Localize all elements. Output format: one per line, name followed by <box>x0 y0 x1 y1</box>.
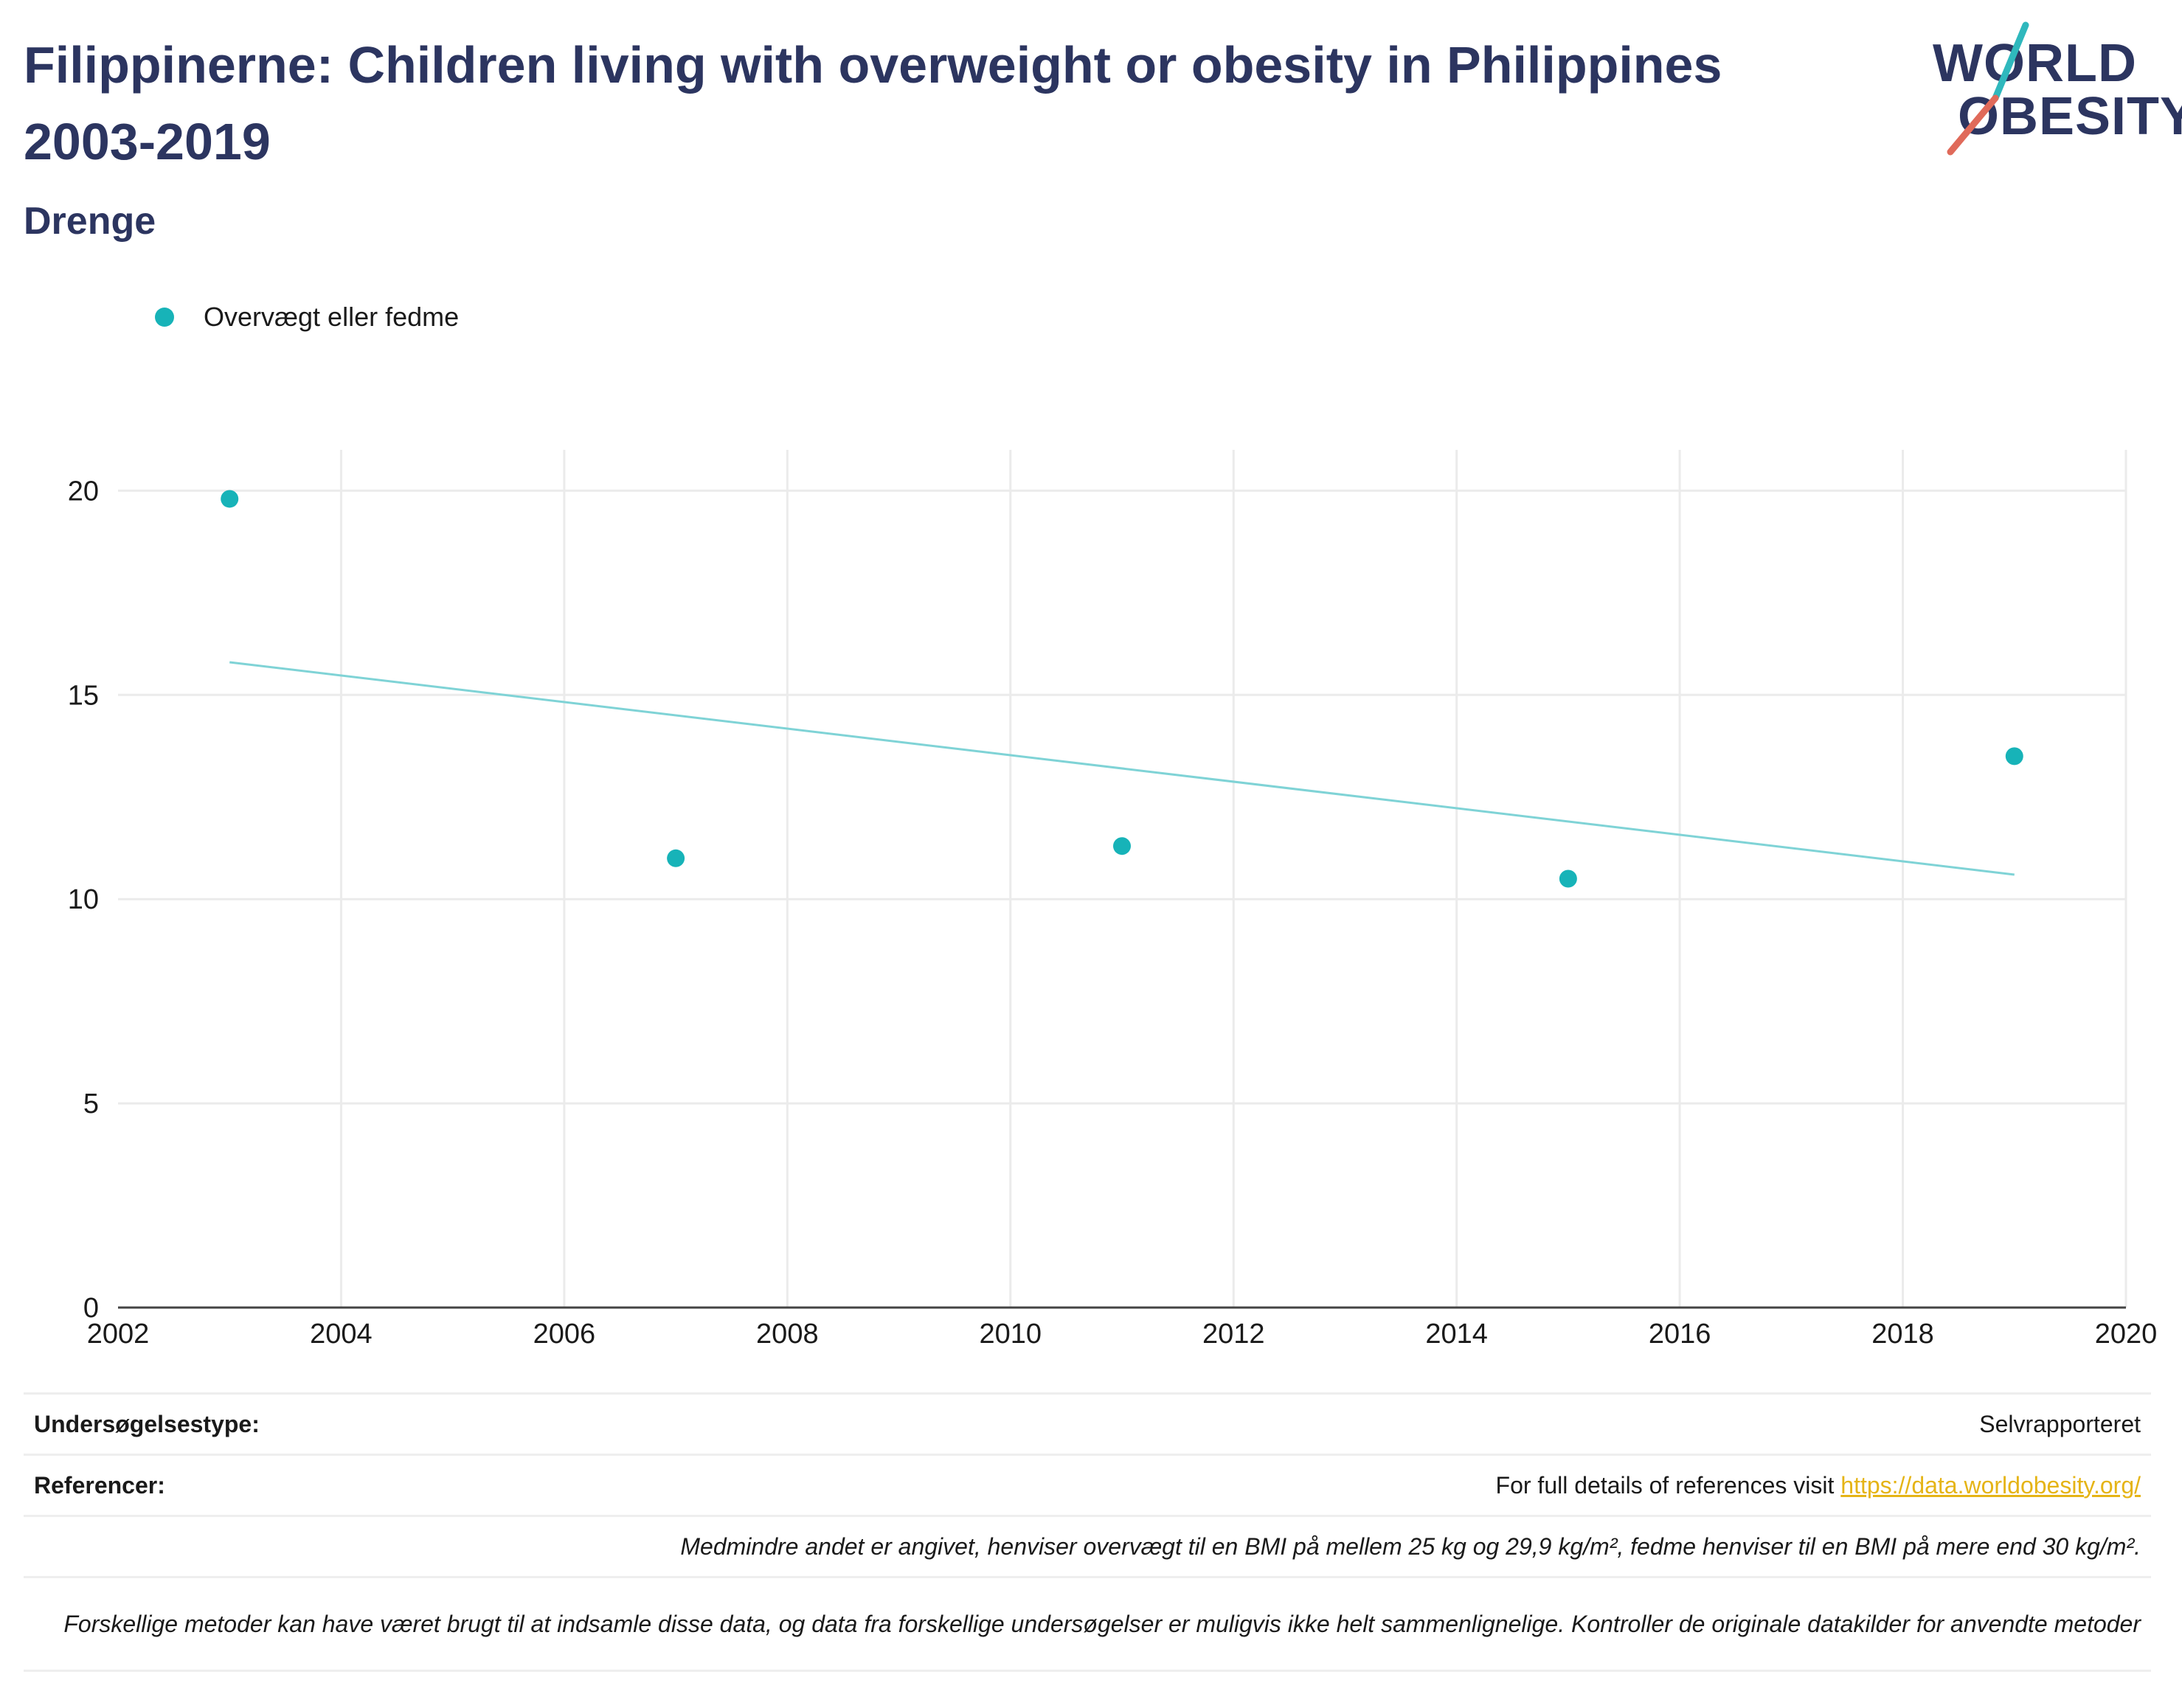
x-tick-label: 2018 <box>1871 1319 1934 1350</box>
methods-note: Forskellige metoder kan have været brugt… <box>63 1611 2141 1637</box>
x-tick-label: 2002 <box>87 1319 150 1350</box>
methods-note-row: Forskellige metoder kan have været brugt… <box>24 1576 2151 1672</box>
y-tick-label: 0 <box>83 1293 99 1324</box>
references-label: Referencer: <box>34 1471 165 1499</box>
references-value: For full details of references visit htt… <box>1496 1472 2141 1499</box>
data-point <box>1113 837 1131 855</box>
x-tick-label: 2010 <box>980 1319 1042 1350</box>
definition-note-row: Medmindre andet er angivet, henviser ove… <box>24 1515 2151 1576</box>
survey-type-label: Undersøgelsestype: <box>34 1410 260 1437</box>
data-point <box>667 849 685 867</box>
scatter-chart: 0 5 10 15 20 2002 2004 2006 2008 2010 2012 2014 2016… <box>68 450 2158 1350</box>
x-tick-label: 2016 <box>1649 1319 1711 1350</box>
legend-marker <box>155 308 174 327</box>
survey-type-value: Selvrapporteret <box>1979 1410 2141 1437</box>
y-tick-label: 15 <box>68 680 99 711</box>
x-tick-label: 2008 <box>756 1319 819 1350</box>
y-tick-label: 5 <box>83 1089 99 1119</box>
chart-footer: Undersøgelsestype: Selvrapporteret Refer… <box>24 1392 2151 1672</box>
chart-title: Filippinerne: Children living with overw… <box>24 36 1722 170</box>
references-link[interactable]: https://data.worldobesity.org/ <box>1840 1471 2141 1499</box>
logo-slash-icon <box>1947 21 2029 156</box>
data-point <box>2005 747 2023 766</box>
world-obesity-logo: WORLD OBESITY <box>1918 21 2182 161</box>
data-point <box>221 490 239 508</box>
references-row: Referencer: For full details of referenc… <box>24 1454 2151 1515</box>
legend-label: Overvægt eller fedme <box>204 302 460 332</box>
chart-subtitle: Drenge <box>24 200 156 243</box>
x-tick-label: 2012 <box>1202 1319 1265 1350</box>
x-tick-label: 2006 <box>533 1319 596 1350</box>
trend-line <box>229 661 2015 876</box>
x-tick-label: 2014 <box>1425 1319 1488 1350</box>
y-tick-label: 20 <box>68 476 99 507</box>
survey-type-row: Undersøgelsestype: Selvrapporteret <box>24 1392 2151 1454</box>
logo-line1: WORLD <box>1933 34 2137 93</box>
x-tick-label: 2020 <box>2095 1319 2158 1350</box>
references-text: For full details of references visit <box>1495 1471 1841 1499</box>
x-tick-label: 2004 <box>310 1319 373 1350</box>
y-tick-label: 10 <box>68 884 99 915</box>
chart-legend: Overvægt eller fedme <box>155 295 459 339</box>
definition-note: Medmindre andet er angivet, henviser ove… <box>680 1533 2141 1560</box>
data-point <box>1559 869 1577 888</box>
